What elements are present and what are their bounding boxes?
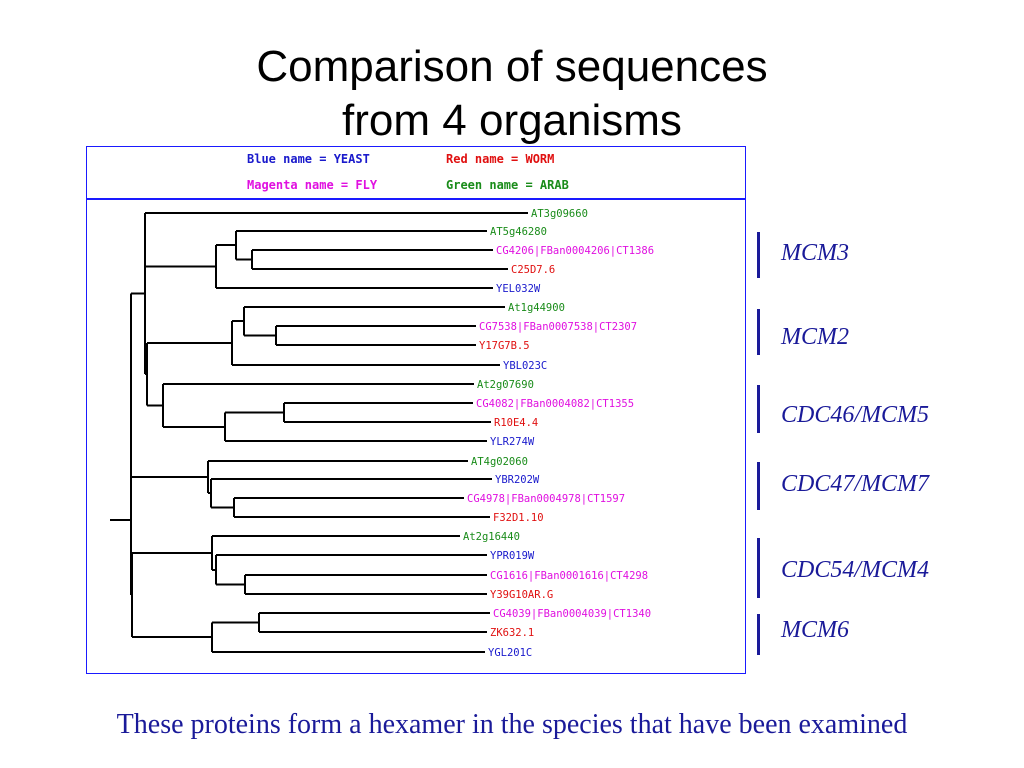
leaf-label: Y39G10AR.G (490, 589, 553, 601)
legend-worm: Red name = WORM (446, 152, 555, 166)
group-label: MCM2 (781, 324, 849, 350)
tree-panel (86, 146, 746, 674)
group-label: CDC54/MCM4 (781, 557, 930, 583)
leaf-label: YEL032W (496, 283, 541, 295)
legend-divider (86, 198, 746, 200)
group-bracket (757, 614, 760, 655)
leaf-label: CG1616|FBan0001616|CT4298 (490, 570, 648, 582)
leaf-label: C25D7.6 (511, 264, 555, 276)
leaf-label: R10E4.4 (494, 417, 538, 429)
group-bracket (757, 538, 760, 598)
leaf-label: YPR019W (490, 550, 535, 562)
legend-arab: Green name = ARAB (446, 178, 569, 192)
leaf-label: CG4206|FBan0004206|CT1386 (496, 245, 654, 257)
group-bracket (757, 232, 760, 278)
group-label: MCM6 (781, 617, 849, 643)
leaf-label: YGL201C (488, 647, 532, 659)
legend-yeast: Blue name = YEAST (247, 152, 370, 166)
leaf-label: CG4082|FBan0004082|CT1355 (476, 398, 634, 410)
group-bracket (757, 309, 760, 355)
caption: These proteins form a hexamer in the spe… (116, 709, 908, 740)
leaf-label: ZK632.1 (490, 627, 534, 639)
leaf-label: At1g44900 (508, 302, 565, 314)
group-bracket (757, 462, 760, 510)
leaf-label: AT3g09660 (531, 208, 588, 220)
leaf-label: At2g07690 (477, 379, 534, 391)
leaf-label: YBL023C (503, 360, 547, 372)
title-line-2: from 4 organisms (342, 96, 682, 145)
title-line-1: Comparison of sequences (256, 42, 768, 91)
leaf-label: Y17G7B.5 (479, 340, 530, 352)
group-label: MCM3 (781, 240, 849, 266)
group-label: CDC46/MCM5 (781, 402, 930, 428)
group-label: CDC47/MCM7 (781, 471, 930, 497)
leaf-label: AT5g46280 (490, 226, 547, 238)
leaf-label: CG7538|FBan0007538|CT2307 (479, 321, 637, 333)
leaf-label: YBR202W (495, 474, 540, 486)
group-bracket (757, 385, 760, 433)
leaf-label: AT4g02060 (471, 456, 528, 468)
leaf-label: CG4039|FBan0004039|CT1340 (493, 608, 651, 620)
leaf-label: F32D1.10 (493, 512, 544, 524)
legend-fly: Magenta name = FLY (247, 178, 378, 192)
slide-title: Comparison of sequences from 4 organisms (0, 40, 1024, 148)
leaf-label: CG4978|FBan0004978|CT1597 (467, 493, 625, 505)
leaf-label: At2g16440 (463, 531, 520, 543)
leaf-label: YLR274W (490, 436, 535, 448)
